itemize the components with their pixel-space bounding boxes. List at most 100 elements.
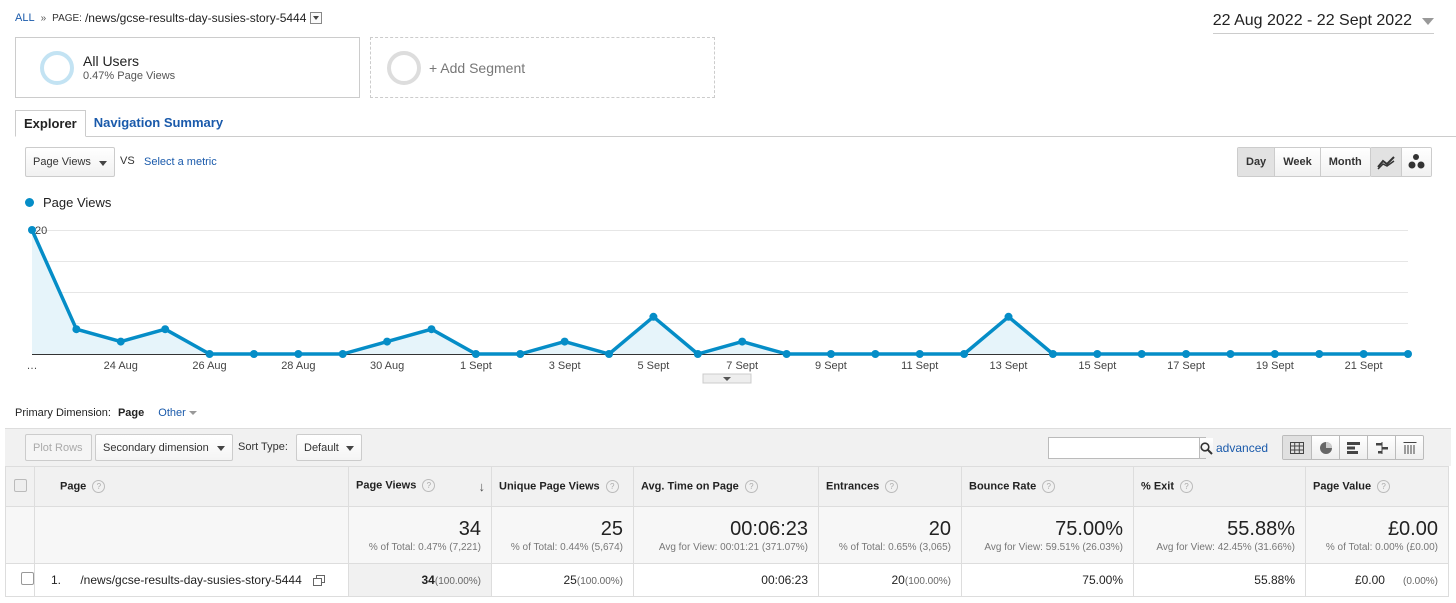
row-pct: (100.00%) — [576, 576, 623, 587]
segment-all-users[interactable]: All Users 0.47% Page Views — [15, 37, 360, 98]
total-sub: Avg for View: 59.51% (26.03%) — [984, 541, 1123, 553]
col-header-avg-time[interactable]: Avg. Time on Page? — [633, 466, 819, 507]
secondary-dimension-label: Secondary dimension — [103, 441, 209, 454]
row-pct: (100.00%) — [434, 576, 481, 587]
chevron-down-icon — [1422, 17, 1434, 25]
external-link-icon[interactable] — [313, 575, 326, 587]
chevron-down-icon — [188, 411, 197, 415]
select-all-checkbox[interactable] — [13, 478, 27, 492]
x-tick-label: 5 Sept — [638, 360, 670, 372]
row-checkbox[interactable] — [21, 572, 34, 585]
col-header-page-views[interactable]: Page Views? ↓ — [348, 466, 492, 507]
row-checkbox-cell — [5, 563, 35, 597]
total-exit: 55.88% Avg for View: 42.45% (31.66%) — [1133, 506, 1306, 564]
help-icon[interactable]: ? — [92, 480, 106, 493]
help-icon[interactable]: ? — [1180, 480, 1194, 493]
bubble-chart-icon — [1408, 154, 1424, 169]
search-input[interactable] — [1049, 438, 1199, 458]
x-tick-label: 11 Sept — [901, 360, 938, 372]
chevron-down-icon — [346, 446, 354, 451]
bar-view-button[interactable] — [1339, 436, 1367, 459]
plot-rows-button[interactable]: Plot Rows — [25, 434, 92, 461]
x-tick-label: 13 Sept — [990, 360, 1028, 372]
help-icon[interactable]: ? — [422, 479, 436, 492]
col-header-page-value[interactable]: Page Value? — [1305, 466, 1449, 507]
bar-chart-icon — [1346, 441, 1360, 454]
data-point — [960, 350, 969, 358]
select-metric-link[interactable]: Select a metric — [144, 156, 217, 168]
pivot-view-button[interactable] — [1395, 436, 1423, 459]
day-button[interactable]: Day — [1238, 148, 1275, 176]
motion-chart-button[interactable] — [1401, 148, 1431, 176]
col-header-exit[interactable]: % Exit? — [1133, 466, 1306, 507]
legend-series-label: Page Views — [43, 195, 112, 210]
help-icon[interactable]: ? — [605, 480, 619, 493]
data-point — [72, 325, 81, 334]
secondary-dimension-select[interactable]: Secondary dimension — [95, 434, 233, 461]
help-icon[interactable]: ? — [885, 480, 899, 493]
week-button[interactable]: Week — [1274, 148, 1320, 176]
total-value: 34 — [458, 517, 481, 540]
data-point — [1182, 350, 1191, 358]
sort-type-select[interactable]: Default — [296, 434, 362, 461]
date-range-picker[interactable]: 22 Aug 2022 - 22 Sept 2022 — [1212, 12, 1434, 34]
breadcrumb-dropdown-icon[interactable] — [310, 12, 323, 24]
chart-legend: Page Views — [25, 195, 111, 210]
pie-view-button[interactable] — [1311, 436, 1339, 459]
chart-collapse-handle — [702, 373, 752, 384]
x-tick-label: 17 Sept — [1167, 360, 1205, 372]
line-chart-button[interactable] — [1371, 148, 1401, 176]
row-value: £0.00 — [1354, 573, 1385, 587]
advanced-filter-link[interactable]: advanced — [1216, 441, 1269, 455]
breadcrumb-all-link[interactable]: ALL — [15, 12, 35, 24]
row-unique-page-views: 25(100.00%) — [491, 563, 634, 597]
data-point — [738, 337, 747, 346]
col-header-avg-time-label: Avg. Time on Page — [641, 480, 739, 493]
primary-metric-select[interactable]: Page Views — [25, 147, 115, 177]
help-icon[interactable]: ? — [1377, 480, 1391, 493]
data-point — [1048, 350, 1057, 358]
add-segment-button[interactable]: + Add Segment — [370, 37, 715, 98]
data-point — [383, 337, 392, 346]
pivot-icon — [1403, 441, 1416, 454]
data-point — [205, 350, 214, 358]
data-point — [28, 226, 36, 234]
other-label: Other — [158, 407, 186, 419]
col-header-page-value-label: Page Value — [1313, 480, 1372, 493]
row-bounce-rate: 75.00% — [961, 563, 1134, 597]
total-entrances: 20% of Total: 0.65% (3,065) — [818, 506, 962, 564]
primary-dimension-page[interactable]: Page — [117, 407, 145, 419]
primary-dimension-other[interactable]: Other — [158, 407, 197, 419]
select-all-cell — [5, 466, 35, 507]
col-header-page[interactable]: Page? — [34, 466, 349, 507]
help-icon[interactable]: ? — [744, 480, 758, 493]
comparison-icon — [1375, 441, 1388, 454]
x-tick-label: 21 Sept — [1345, 360, 1383, 372]
total-page-views: 34% of Total: 0.47% (7,221) — [348, 506, 492, 564]
help-icon[interactable]: ? — [1042, 480, 1056, 493]
total-value: 00:06:23 — [730, 517, 808, 540]
legend-dot-icon — [25, 198, 34, 207]
search-button[interactable] — [1199, 438, 1213, 458]
primary-metric-value: Page Views — [33, 156, 91, 168]
month-button[interactable]: Month — [1319, 148, 1370, 176]
data-point — [871, 350, 880, 358]
data-point — [249, 350, 258, 358]
col-header-bounce-rate[interactable]: Bounce Rate? — [961, 466, 1134, 507]
total-sub: % of Total: 0.65% (3,065) — [838, 541, 951, 553]
tab-navigation-summary[interactable]: Navigation Summary — [93, 115, 224, 130]
data-point — [427, 325, 436, 334]
comparison-view-button[interactable] — [1367, 436, 1395, 459]
col-header-entrances[interactable]: Entrances? — [818, 466, 962, 507]
table-view-button[interactable] — [1283, 436, 1311, 459]
row-page-cell: 1. /news/gcse-results-day-susies-story-5… — [34, 563, 349, 597]
total-sub: % of Total: 0.00% (£0.00) — [1325, 541, 1438, 553]
row-pct: (100.00%) — [904, 576, 951, 587]
col-header-unique-page-views[interactable]: Unique Page Views? — [491, 466, 634, 507]
row-page-link[interactable]: /news/gcse-results-day-susies-story-5444 — [80, 573, 302, 587]
table-row: 1. /news/gcse-results-day-susies-story-5… — [5, 563, 1449, 597]
tab-explorer[interactable]: Explorer — [15, 110, 86, 137]
total-avg-time: 00:06:23 Avg for View: 00:01:21 (371.07%) — [633, 506, 819, 564]
series-line — [30, 229, 1408, 356]
